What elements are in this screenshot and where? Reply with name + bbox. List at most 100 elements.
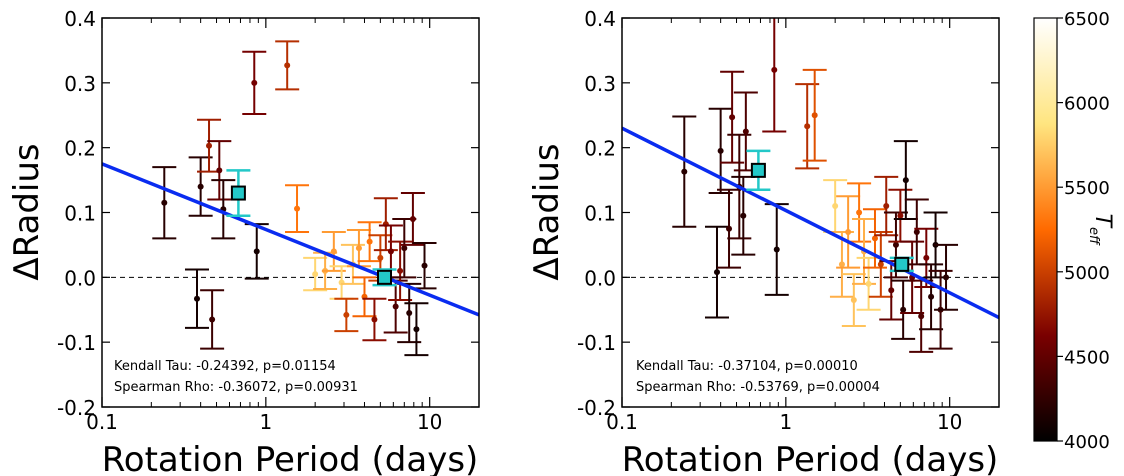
data-point [720, 70, 745, 164]
point-marker [838, 261, 845, 268]
point-marker [897, 212, 904, 219]
data-point [357, 221, 382, 263]
data-point [704, 225, 729, 319]
y-tick-label: -0.2 [577, 396, 616, 420]
point-marker [251, 79, 258, 86]
colorbar-tick-label: 6000 [1064, 94, 1110, 115]
plot-area: -0.2 -0.1 0.0 0.1 0.2 0.3 0.4 0.1 1 10 [57, 7, 480, 434]
point-marker [681, 168, 688, 175]
point-marker [161, 199, 168, 206]
y-tick-label: 0.3 [584, 72, 616, 96]
point-marker [888, 287, 895, 294]
y-tick-label: 0.3 [64, 72, 96, 96]
y-tick-label: 0.4 [64, 7, 96, 31]
colorbar-tick-label: 6500 [1064, 9, 1110, 30]
x-tick-label: 1 [779, 410, 792, 434]
data-point [919, 263, 944, 331]
point-marker [713, 269, 720, 276]
data-point [836, 195, 861, 269]
y-tick-label: -0.2 [57, 396, 96, 420]
colorbar-tick-label: 5000 [1064, 263, 1110, 284]
point-marker [729, 114, 736, 121]
data-point [900, 240, 925, 314]
point-marker [197, 183, 204, 190]
colorbar-tick-label: 5500 [1064, 178, 1110, 199]
point-marker [409, 215, 416, 222]
stat-spearman: Spearman Rho: -0.53769, p=0.00004 [636, 380, 880, 395]
point-marker [871, 235, 878, 242]
point-marker [397, 267, 404, 274]
data-point [672, 115, 697, 228]
highlight-point [372, 268, 397, 287]
data-point [412, 241, 437, 290]
data-point [303, 256, 328, 292]
stat-kendall: Kendall Tau: -0.37104, p=0.00010 [636, 359, 858, 374]
data-point [888, 188, 913, 243]
highlight-square [230, 185, 246, 201]
point-marker [804, 123, 811, 130]
point-marker [771, 66, 778, 73]
x-axis-label: Rotation Period (days) [102, 440, 479, 476]
point-marker [206, 142, 213, 149]
point-marker [406, 309, 413, 316]
x-tick-label: 0.1 [86, 410, 118, 434]
data-point [795, 83, 820, 170]
highlight-square [377, 269, 393, 285]
colorbar-tick-label: 4000 [1064, 432, 1110, 453]
point-marker [421, 262, 428, 269]
highlight-square [894, 256, 910, 272]
data-point [388, 240, 413, 302]
colorbar: 4000 4500 5000 5500 6000 6500 Teff [1033, 9, 1115, 453]
y-tick-label: 0.0 [584, 266, 616, 290]
point-marker [294, 205, 301, 212]
point-marker [918, 313, 925, 320]
point-marker [845, 228, 852, 235]
data-point [334, 297, 359, 333]
plot-frame [101, 17, 480, 408]
highlight-point [746, 149, 771, 192]
y-tick-label: -0.1 [577, 331, 616, 355]
point-marker [343, 311, 350, 318]
colorbar-label-main: T [1090, 214, 1115, 229]
highlight-point [226, 169, 251, 217]
colorbar-label: Teff [1086, 214, 1115, 246]
point-marker [355, 245, 362, 252]
point-marker [193, 295, 200, 302]
data-point [802, 68, 827, 162]
point-marker [900, 306, 907, 313]
data-point [242, 50, 267, 115]
data-point [285, 184, 310, 233]
data-point [893, 140, 918, 220]
x-tick-label: 0.1 [606, 410, 638, 434]
data-point [200, 289, 225, 350]
fit-line [622, 126, 999, 320]
data-point [868, 230, 893, 298]
y-axis-label: ΔRadius [7, 143, 47, 280]
point-marker [401, 245, 408, 252]
point-marker [923, 254, 930, 261]
data-point [904, 198, 929, 266]
colorbar-gradient [1033, 17, 1058, 442]
colorbar-label-sub: eff [1086, 227, 1101, 246]
fit-line [102, 162, 479, 317]
y-tick-label: -0.1 [57, 331, 96, 355]
stat-spearman: Spearman Rho: -0.36072, p=0.00931 [114, 380, 358, 395]
plot-area: -0.2 -0.1 0.0 0.1 0.2 0.3 0.4 0.1 1 10 [577, 7, 1000, 434]
y-tick-label: 0.2 [584, 137, 616, 161]
point-marker [913, 228, 920, 235]
data-point [275, 40, 300, 91]
point-marker [371, 316, 378, 323]
point-marker [284, 62, 291, 69]
y-tick-label: 0.4 [584, 7, 616, 31]
point-marker [943, 274, 950, 281]
point-marker [883, 203, 890, 210]
data-point [184, 268, 209, 329]
data-point [823, 179, 848, 233]
data-point [397, 282, 422, 344]
point-marker [740, 212, 747, 219]
point-marker [877, 261, 884, 268]
y-tick-label: 0.1 [584, 202, 616, 226]
data-point [874, 175, 899, 237]
point-marker [330, 248, 337, 255]
point-marker [773, 246, 780, 253]
